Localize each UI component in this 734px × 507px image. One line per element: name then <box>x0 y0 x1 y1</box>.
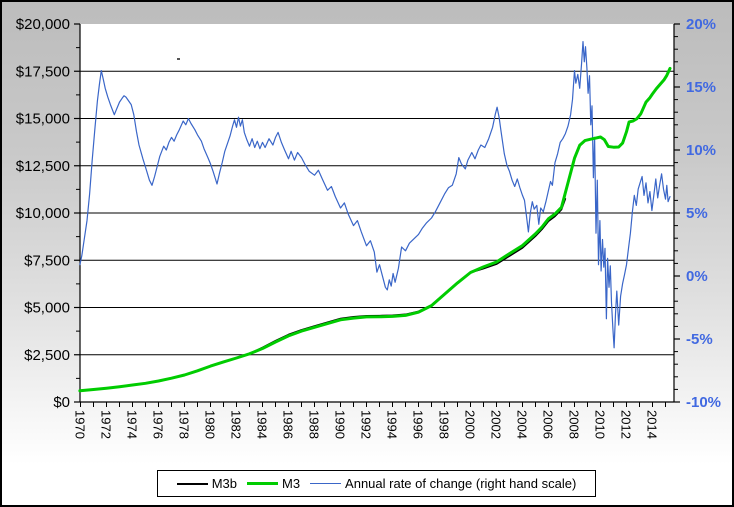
x-axis-label: 1982 <box>229 410 244 439</box>
legend-item-m3: M3 <box>246 476 301 491</box>
left-axis-label: $15,000 <box>16 111 70 128</box>
left-axis-label: $5,000 <box>24 300 70 317</box>
rate-line-sample <box>310 483 342 484</box>
x-axis-label: 1990 <box>333 410 348 439</box>
right-axis-label: 20% <box>686 16 716 33</box>
right-axis-label: 15% <box>686 79 716 96</box>
x-axis-label: 1986 <box>281 410 296 439</box>
legend-item-m3b: M3b <box>176 476 237 491</box>
right-axis-label: -10% <box>686 394 721 411</box>
x-axis-label: 1992 <box>359 410 374 439</box>
x-axis-label: 1994 <box>385 410 400 439</box>
left-axis-label: $2,500 <box>24 347 70 364</box>
x-axis-label: 2002 <box>489 410 504 439</box>
legend-label-m3b: M3b <box>211 476 237 491</box>
right-axis-label: -5% <box>686 331 713 348</box>
x-axis-label: 1980 <box>203 410 218 439</box>
stray-mark <box>177 58 180 60</box>
m3-line-sample <box>246 482 278 485</box>
left-axis-label: $20,000 <box>16 16 70 33</box>
m3-line <box>78 66 672 393</box>
legend-label-m3: M3 <box>281 476 301 491</box>
x-axis-label: 1998 <box>437 410 452 439</box>
x-axis-label: 2004 <box>515 410 530 439</box>
left-axis-label: $12,500 <box>16 158 70 175</box>
x-axis-label: 2014 <box>645 410 660 439</box>
right-axis-label: 5% <box>686 205 708 222</box>
x-axis-label: 2006 <box>541 410 556 439</box>
right-axis-label: 10% <box>686 142 716 159</box>
left-axis-label: $0 <box>53 394 70 411</box>
rate-line <box>79 40 671 349</box>
x-axis-label: 1974 <box>125 410 140 439</box>
left-axis-label: $17,500 <box>16 63 70 80</box>
x-axis-label: 2008 <box>567 410 582 439</box>
x-axis-label: 2000 <box>463 410 478 439</box>
m3b-line-sample <box>176 482 208 485</box>
x-axis-label: 1970 <box>73 410 88 439</box>
left-axis-label: $7,500 <box>24 252 70 269</box>
x-axis-label: 2010 <box>593 410 608 439</box>
x-axis-label: 1978 <box>177 410 192 439</box>
x-axis-label: 1972 <box>99 410 114 439</box>
legend-item-rate: Annual rate of change (right hand scale) <box>310 476 576 491</box>
legend: M3b M3 Annual rate of change (right hand… <box>157 470 596 497</box>
x-axis-label: 1996 <box>411 410 426 439</box>
x-axis-label: 1988 <box>307 410 322 439</box>
left-axis-label: $10,000 <box>16 205 70 222</box>
x-axis-label: 1976 <box>151 410 166 439</box>
x-axis-label: 1984 <box>255 410 270 439</box>
x-axis-label: 2012 <box>619 410 634 439</box>
right-axis-label: 0% <box>686 268 708 285</box>
legend-label-rate: Annual rate of change (right hand scale) <box>345 476 577 491</box>
